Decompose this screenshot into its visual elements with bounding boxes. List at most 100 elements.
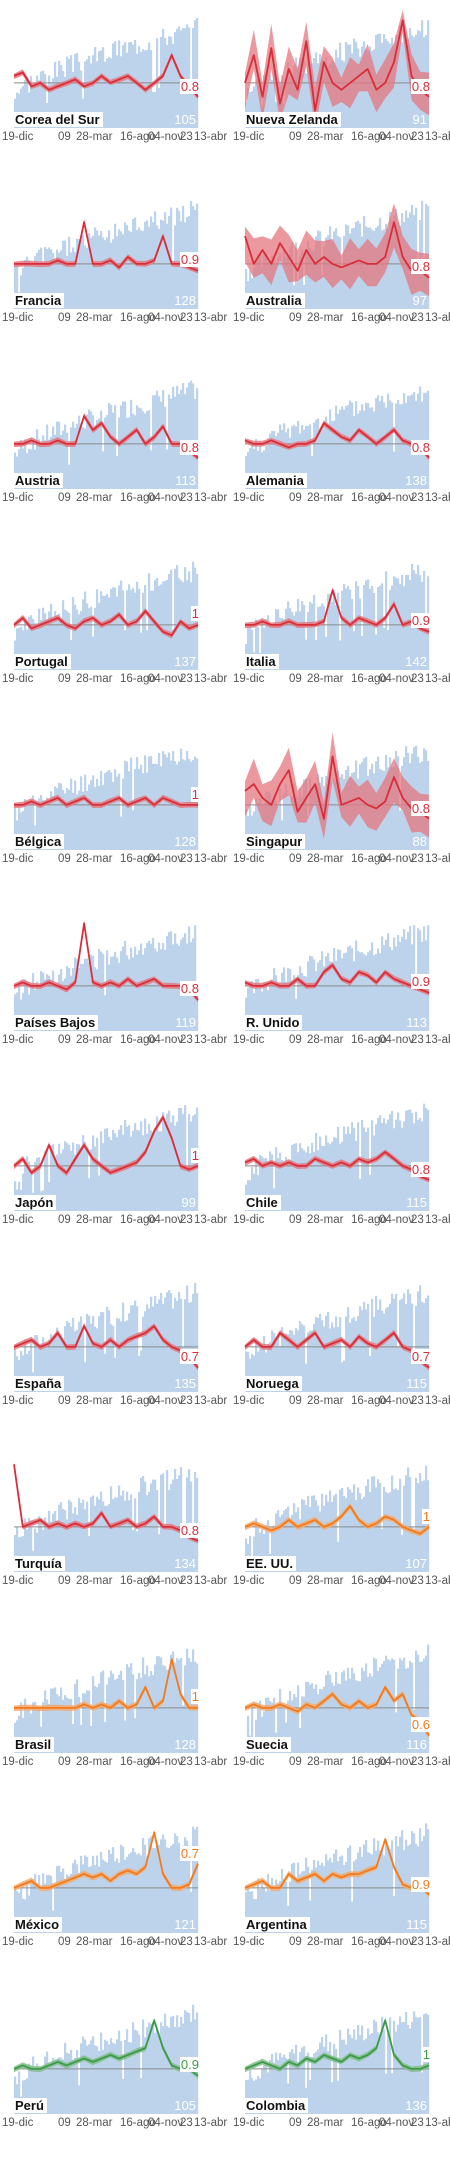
- bar: [90, 237, 93, 309]
- bar: [158, 2033, 161, 2114]
- bar: [108, 597, 111, 670]
- bar: [317, 606, 320, 670]
- bar: [281, 1868, 284, 1933]
- bar: [265, 1697, 268, 1753]
- bar: [287, 600, 290, 670]
- bar: [110, 1486, 113, 1572]
- bar: [62, 1699, 65, 1753]
- x-tick-label: 23: [180, 2116, 193, 2129]
- panel-chart: [244, 386, 430, 489]
- x-tick-label: 19-dic: [2, 2116, 34, 2129]
- bar: [50, 603, 53, 670]
- bar: [297, 1329, 300, 1392]
- bar: [98, 418, 101, 489]
- bar: [44, 978, 47, 1031]
- bar: [397, 2024, 400, 2114]
- bar: [44, 612, 47, 670]
- x-tick-label: 13-abr: [194, 1575, 228, 1587]
- bar: [154, 1479, 157, 1572]
- bar: [365, 402, 368, 489]
- bar: [271, 978, 274, 1031]
- bar-background: [245, 2010, 430, 2114]
- bar: [399, 1299, 402, 1392]
- bar: [269, 982, 272, 1031]
- bar: [196, 18, 199, 128]
- r-line: [13, 1464, 199, 1542]
- bar: [188, 570, 191, 670]
- bar: [118, 417, 121, 489]
- bar: [40, 1518, 43, 1572]
- bar: [381, 1310, 384, 1392]
- bar: [249, 981, 252, 1031]
- bar: [90, 411, 93, 489]
- bar: [132, 1130, 135, 1211]
- bar: [283, 618, 286, 670]
- bar: [317, 1150, 320, 1211]
- bar: [174, 568, 177, 670]
- bar: [74, 1859, 77, 1933]
- bar: [263, 804, 266, 850]
- bar: [309, 70, 312, 128]
- bar: [44, 440, 47, 489]
- bar: [359, 951, 362, 1031]
- bar: [180, 1298, 183, 1392]
- bar: [279, 1881, 282, 1933]
- bar: [92, 1675, 95, 1753]
- bar: [313, 2052, 316, 2114]
- bar: [269, 74, 272, 128]
- bar: [62, 430, 65, 489]
- bar: [283, 1336, 286, 1392]
- bar: [389, 1303, 392, 1392]
- bar: [385, 1839, 388, 1933]
- bar: [156, 1116, 159, 1211]
- bar: [70, 55, 73, 128]
- bar: [373, 954, 376, 1031]
- bar: [333, 420, 336, 489]
- bar: [106, 415, 109, 489]
- bar: [144, 1844, 147, 1933]
- bar: [184, 28, 187, 128]
- r-line: [244, 1685, 430, 1736]
- r-value-label: 0.6: [410, 1717, 431, 1733]
- x-tick-label: 23: [411, 131, 424, 143]
- x-tick-label: 19-dic: [233, 1214, 265, 1226]
- bar: [22, 811, 25, 850]
- bar: [20, 1888, 23, 1933]
- x-tick-label: 13-abr: [425, 1575, 450, 1587]
- right-value: 136: [405, 2097, 427, 2113]
- x-tick-label: 19-dic: [2, 1394, 34, 1407]
- bar: [289, 437, 292, 489]
- bar: [144, 1673, 147, 1753]
- bar: [391, 2072, 394, 2114]
- r-line: [244, 755, 430, 820]
- bar: [186, 750, 189, 850]
- bar: [146, 1303, 149, 1392]
- x-tick-label: 09: [289, 1575, 302, 1587]
- bar: [132, 1847, 135, 1933]
- bar: [299, 256, 302, 309]
- bar: [285, 1881, 288, 1933]
- bar: [60, 434, 63, 489]
- bar: [64, 424, 67, 489]
- bar: [419, 2016, 422, 2114]
- bar: [359, 410, 362, 489]
- bar: [391, 1293, 394, 1392]
- bar: [48, 1874, 51, 1933]
- bar: [14, 2076, 17, 2114]
- bar: [22, 1354, 25, 1392]
- bar: [357, 1487, 360, 1572]
- bar: [291, 981, 294, 1031]
- bar: [74, 1330, 77, 1392]
- bar: [152, 395, 155, 489]
- bar: [44, 1151, 47, 1211]
- country-label: Colombia: [245, 2097, 309, 2113]
- bar: [116, 235, 119, 309]
- bar: [150, 1483, 153, 1572]
- bar: [307, 426, 310, 489]
- bar: [22, 992, 25, 1031]
- bar: [16, 627, 19, 670]
- bar: [50, 1333, 53, 1392]
- bar: [98, 602, 101, 670]
- bar: [339, 2029, 342, 2114]
